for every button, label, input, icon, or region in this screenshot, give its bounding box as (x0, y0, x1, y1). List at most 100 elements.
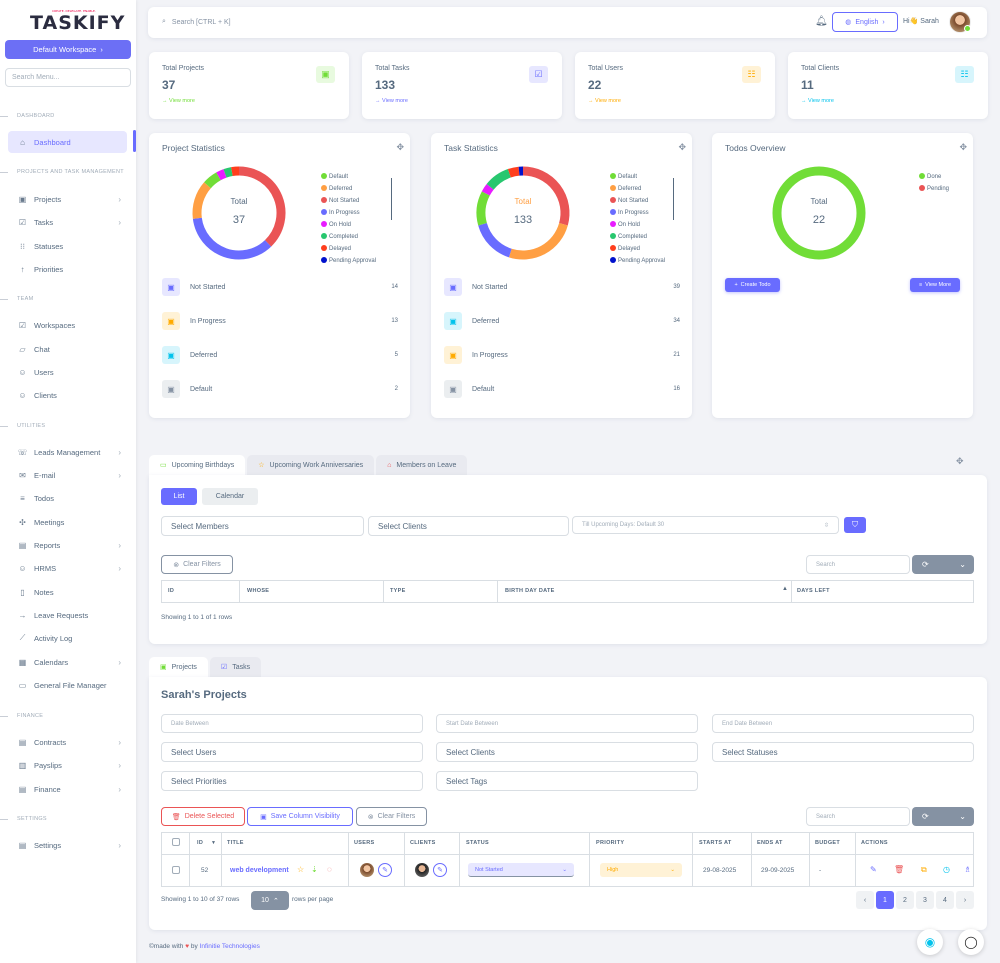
select-statuses-dropdown[interactable]: Select Statuses (712, 742, 974, 762)
sidebar-item-workspaces[interactable]: ☑ Workspaces (18, 320, 76, 330)
settings-circle-icon[interactable]: ◯ (958, 929, 984, 955)
column-header-title[interactable]: TITLE (227, 840, 244, 846)
pagination-prev[interactable]: ‹ (856, 891, 874, 909)
sidebar-item-file-manager[interactable]: ▭ General File Manager (18, 680, 107, 690)
legend-item[interactable]: Pending (919, 183, 949, 195)
donut-slice-done[interactable] (772, 166, 866, 260)
legend-item[interactable]: Delayed (321, 243, 376, 255)
donut-slice-delayed[interactable] (231, 166, 240, 177)
duplicate-icon[interactable]: ⧉ (921, 865, 927, 874)
sidebar-item-settings[interactable]: ▤ Settings › (18, 840, 121, 850)
sidebar-item-statuses[interactable]: ⁝⁝ Statuses (19, 241, 64, 251)
legend-item[interactable]: Pending Approval (610, 255, 665, 267)
list-view-button[interactable]: List (161, 488, 197, 505)
donut-slice-not-started[interactable] (522, 166, 570, 226)
donut-slice-completed[interactable] (223, 167, 233, 178)
donut-slice-deferred[interactable] (192, 182, 212, 219)
column-header-type[interactable]: TYPE (390, 588, 406, 594)
column-header-ends-at[interactable]: ENDS AT (757, 840, 783, 846)
create-todo-button[interactable]: + Create Todo (725, 278, 780, 292)
status-row[interactable]: ▣ Not Started 14 (162, 278, 398, 296)
status-row[interactable]: ▣ Default 16 (444, 380, 680, 398)
donut-slice-default[interactable] (204, 172, 221, 189)
tab-projects[interactable]: ▣ Projects (149, 657, 208, 677)
view-more-todos-button[interactable]: ≡ View More (910, 278, 960, 292)
sidebar-item-priorities[interactable]: ↑ Priorities (8, 260, 128, 278)
sidebar-item-reports[interactable]: ▤ Reports › (18, 540, 121, 550)
view-more-link[interactable]: → View more (801, 98, 834, 104)
sidebar-item-contracts[interactable]: ▤ Contracts › (18, 737, 121, 747)
legend-item[interactable]: Deferred (321, 183, 376, 195)
rows-per-page-select[interactable]: 10 ⌃ (251, 891, 289, 910)
move-icon[interactable]: ✥ (959, 142, 967, 152)
menu-search-input[interactable]: Search Menu... (5, 68, 131, 87)
workspace-button[interactable]: Default Workspace › (5, 40, 131, 59)
status-row[interactable]: ▣ Not Started 39 (444, 278, 680, 296)
stat-card-users[interactable]: Total Users 22 → View more ☷ (575, 52, 775, 119)
select-clients-dropdown[interactable]: Select Clients (436, 742, 698, 762)
pagination-page-3[interactable]: 3 (916, 891, 934, 909)
sidebar-item-payslips[interactable]: ▥ Payslips › (18, 760, 121, 770)
star-icon[interactable]: ☆ (297, 865, 305, 874)
sort-asc-icon[interactable]: ▲ (782, 586, 789, 592)
select-tags-dropdown[interactable]: Select Tags (436, 771, 698, 791)
pagination-page-2[interactable]: 2 (896, 891, 914, 909)
legend-item[interactable]: Default (610, 171, 665, 183)
sidebar-item-email[interactable]: ✉ E-mail › (19, 470, 121, 480)
view-more-link[interactable]: → View more (588, 98, 621, 104)
edit-icon[interactable]: ✎ (870, 865, 877, 874)
date-between-input[interactable]: Date Between (161, 714, 423, 733)
legend-item[interactable]: Completed (321, 231, 376, 243)
upcoming-days-input[interactable]: Till Upcoming Days: Default 30 ⇳ (572, 516, 839, 534)
column-header-actions[interactable]: ACTIONS (861, 840, 888, 846)
sidebar-item-tasks[interactable]: ☑ Tasks › (18, 217, 121, 227)
column-header-id[interactable]: ID (197, 840, 204, 846)
pagination-next[interactable]: › (956, 891, 974, 909)
status-row[interactable]: ▣ Default 2 (162, 380, 398, 398)
stat-card-clients[interactable]: Total Clients 11 → View more ☷ (788, 52, 988, 119)
sidebar-item-dashboard[interactable]: ⌂ Dashboard (8, 131, 127, 153)
legend-item[interactable]: Completed (610, 231, 665, 243)
legend-scrollbar[interactable] (391, 178, 392, 220)
edit-clients-icon[interactable]: ✎ (433, 863, 447, 877)
donut-slice-in-progress[interactable] (192, 217, 272, 260)
column-header-birthday[interactable]: BIRTH DAY DATE (505, 588, 555, 594)
language-button[interactable]: ◍ English › (832, 12, 898, 32)
sitemap-icon[interactable]: ♗ (964, 865, 972, 874)
donut-slice-on-hold[interactable] (481, 184, 494, 196)
donut-slice-on-hold[interactable] (216, 169, 227, 181)
sidebar-item-notes[interactable]: ▯ Notes (8, 583, 128, 601)
column-header-days-left[interactable]: DAYS LEFT (797, 588, 830, 594)
status-row[interactable]: ▣ In Progress 13 (162, 312, 398, 330)
donut-slice-not-started[interactable] (238, 166, 286, 247)
save-column-visibility-button[interactable]: ▣ Save Column Visibility (247, 807, 353, 826)
sidebar-item-projects[interactable]: ▣ Projects › (18, 194, 121, 204)
global-search[interactable]: ⌕ Search [CTRL + K] (162, 18, 231, 26)
column-header-status[interactable]: STATUS (466, 840, 489, 846)
donut-slice-default[interactable] (476, 191, 490, 226)
select-users-dropdown[interactable]: Select Users (161, 742, 423, 762)
pagination-page-1[interactable]: 1 (876, 891, 894, 909)
donut-slice-delayed[interactable] (507, 166, 520, 178)
clock-icon[interactable]: ◷ (943, 865, 950, 874)
priority-select[interactable]: High ⌄ (600, 863, 682, 877)
column-header-budget[interactable]: BUDGET (815, 840, 841, 846)
column-header-whose[interactable]: WHOSE (247, 588, 270, 594)
client-avatar[interactable] (415, 863, 429, 877)
sidebar-item-activity-log[interactable]: ⟋ Activity Log (19, 633, 73, 643)
pagination-page-4[interactable]: 4 (936, 891, 954, 909)
columns-dropdown[interactable]: ⟳ ⌄ (912, 555, 974, 574)
sidebar-item-clients[interactable]: ☺ Clients (18, 390, 57, 400)
sidebar-item-calendars[interactable]: ▦ Calendars › (18, 657, 121, 667)
legend-item[interactable]: Not Started (321, 195, 376, 207)
column-header-priority[interactable]: PRIORITY (596, 840, 625, 846)
legend-item[interactable]: In Progress (610, 207, 665, 219)
column-header-starts-at[interactable]: STARTS AT (699, 840, 732, 846)
tab-upcoming-birthdays[interactable]: ▭ Upcoming Birthdays (149, 455, 246, 475)
move-icon[interactable]: ✥ (396, 142, 404, 152)
calendar-view-button[interactable]: Calendar (202, 488, 258, 505)
donut-slice-deferred[interactable] (508, 222, 568, 260)
status-row[interactable]: ▣ In Progress 21 (444, 346, 680, 364)
select-members-dropdown[interactable]: Select Members (161, 516, 364, 536)
column-header-clients[interactable]: CLIENTS (410, 840, 436, 846)
